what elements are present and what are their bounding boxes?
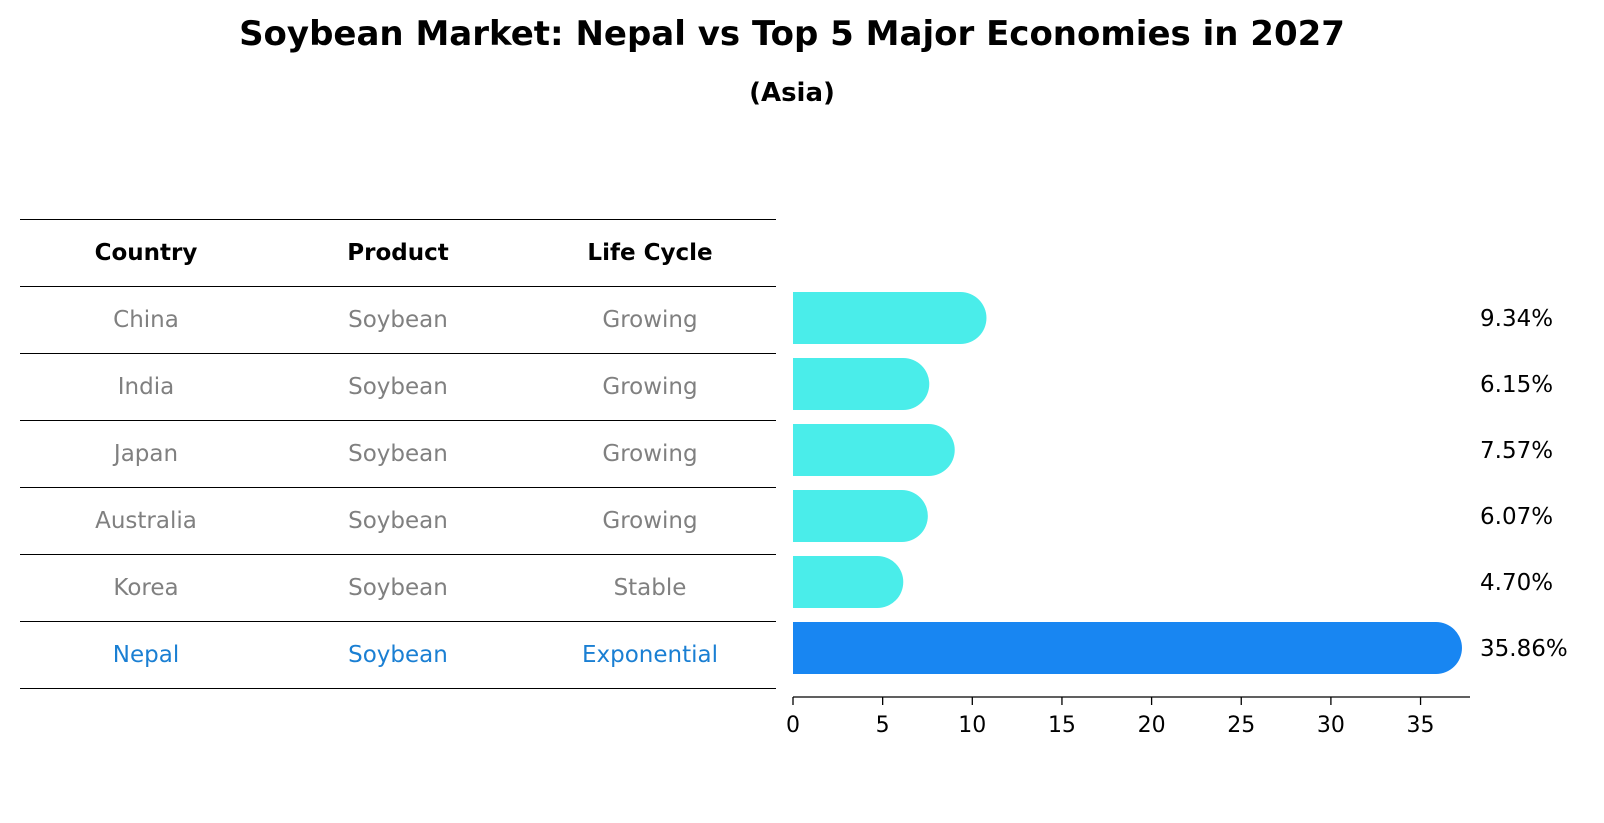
bar-india — [793, 358, 930, 410]
x-tick-label: 25 — [1227, 713, 1255, 738]
cell-life-cycle: Growing — [602, 307, 698, 333]
table-row-highlight: Nepal Soybean Exponential — [20, 622, 776, 689]
cell-life-cycle: Growing — [602, 508, 698, 534]
table-row: Japan Soybean Growing — [20, 421, 776, 488]
market-table: Country Product Life Cycle China Soybean… — [20, 219, 776, 689]
header-product: Product — [347, 240, 449, 266]
cell-life-cycle: Exponential — [581, 642, 718, 668]
cell-life-cycle: Growing — [602, 441, 698, 467]
bar-value-label-china: 9.34% — [1480, 306, 1553, 332]
bar-value-label-nepal: 35.86% — [1480, 636, 1568, 662]
cell-country: China — [113, 307, 179, 333]
bar-china — [793, 292, 987, 344]
bar-nepal — [793, 622, 1462, 674]
bar-japan — [793, 424, 955, 476]
table-row: Korea Soybean Stable — [20, 555, 776, 622]
cell-product: Soybean — [348, 642, 448, 668]
x-tick-label: 5 — [876, 713, 890, 738]
table-header-row: Country Product Life Cycle — [20, 219, 776, 287]
cell-product: Soybean — [348, 575, 448, 601]
bar-value-label-japan: 7.57% — [1480, 438, 1553, 464]
header-life-cycle: Life Cycle — [587, 240, 713, 266]
bar-value-label-korea: 4.70% — [1480, 570, 1553, 596]
cell-life-cycle: Growing — [602, 374, 698, 400]
table-row: Australia Soybean Growing — [20, 488, 776, 555]
cell-product: Soybean — [348, 374, 448, 400]
bar-korea — [793, 556, 904, 608]
cell-country: Australia — [95, 508, 197, 534]
bar-value-label-australia: 6.07% — [1480, 504, 1553, 530]
cell-country: Japan — [113, 441, 179, 467]
x-tick-label: 30 — [1317, 713, 1345, 738]
cell-life-cycle: Stable — [613, 575, 687, 601]
cell-product: Soybean — [348, 307, 448, 333]
cell-product: Soybean — [348, 441, 448, 467]
x-tick-label: 35 — [1407, 713, 1435, 738]
table-row: China Soybean Growing — [20, 287, 776, 354]
x-tick-label: 0 — [786, 713, 800, 738]
chart-title: Soybean Market: Nepal vs Top 5 Major Eco… — [239, 14, 1345, 54]
header-country: Country — [94, 240, 198, 266]
x-tick-label: 20 — [1138, 713, 1166, 738]
bar-value-label-india: 6.15% — [1480, 372, 1553, 398]
x-tick-label: 10 — [958, 713, 986, 738]
bar-australia — [793, 490, 928, 542]
cell-product: Soybean — [348, 508, 448, 534]
x-tick-label: 15 — [1048, 713, 1076, 738]
cell-country: Korea — [113, 575, 179, 601]
table-row: India Soybean Growing — [20, 354, 776, 421]
cell-country: India — [117, 374, 175, 400]
chart-subtitle: (Asia) — [749, 78, 835, 108]
cell-country: Nepal — [112, 642, 180, 668]
